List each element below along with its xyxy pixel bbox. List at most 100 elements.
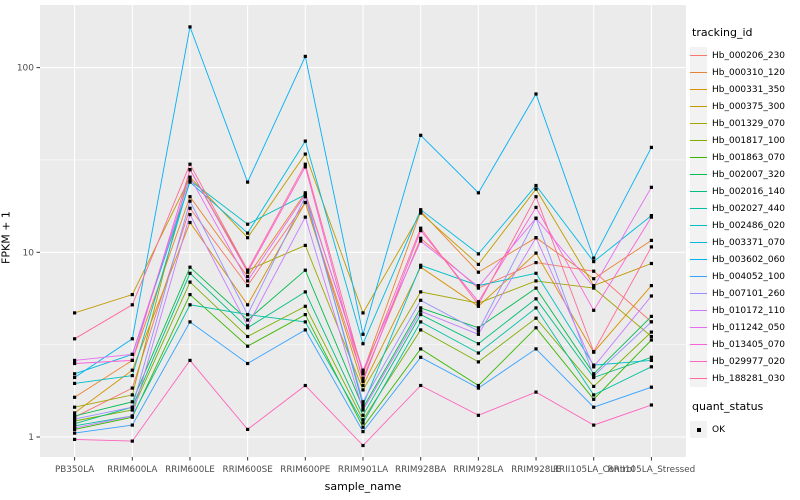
legend-item-Hb_002016_140: Hb_002016_140 (690, 183, 800, 200)
data-point (73, 417, 77, 421)
legend-key (690, 149, 707, 166)
data-point (303, 195, 307, 199)
data-point (649, 261, 653, 266)
legend-title: tracking_id (692, 26, 753, 39)
data-point (534, 279, 538, 283)
data-point (73, 424, 77, 428)
data-point (246, 427, 250, 431)
data-point (592, 308, 596, 312)
data-point (361, 400, 365, 404)
data-point (73, 395, 77, 399)
data-point (188, 195, 192, 199)
data-point (130, 386, 134, 390)
data-point (303, 165, 307, 169)
legend-item-label: Hb_003371_070 (712, 237, 786, 248)
data-point (246, 318, 250, 322)
data-point (649, 320, 653, 324)
legend-key (690, 47, 707, 64)
data-point (361, 443, 365, 448)
data-point (476, 342, 480, 346)
data-point (73, 431, 77, 435)
x-axis-title: sample_name (324, 480, 402, 493)
legend-item-Hb_000310_120: Hb_000310_120 (690, 64, 800, 81)
data-point (534, 92, 538, 96)
data-point (419, 236, 423, 240)
data-point (303, 290, 307, 294)
data-point (649, 185, 653, 189)
data-point (419, 229, 423, 233)
data-point (419, 263, 423, 267)
data-point (361, 403, 365, 407)
data-point (188, 358, 192, 362)
data-point (649, 294, 653, 298)
legend-item-Hb_002486_020: Hb_002486_020 (690, 217, 800, 234)
data-point (534, 326, 538, 330)
data-point (534, 205, 538, 209)
legend-item-Hb_188281_030: Hb_188281_030 (690, 370, 800, 387)
legend-item-label: Hb_013405_070 (712, 339, 786, 350)
data-point (303, 54, 307, 58)
data-point (534, 187, 538, 191)
data-point (303, 320, 307, 324)
data-point (592, 269, 596, 273)
data-point (419, 211, 423, 215)
data-point (303, 215, 307, 219)
data-point (534, 216, 538, 220)
legend-key-line-icon (690, 241, 707, 244)
data-point (303, 200, 307, 205)
data-point (361, 311, 365, 315)
legend-key-line-icon (690, 54, 707, 57)
data-point (188, 271, 192, 275)
data-point (188, 303, 192, 307)
legend-key (690, 302, 707, 319)
legend-key-line-icon (690, 71, 707, 74)
legend-item-Hb_029977_020: Hb_029977_020 (690, 353, 800, 370)
data-point (303, 191, 307, 195)
data-point (476, 262, 480, 266)
data-point (361, 430, 365, 434)
data-point (419, 208, 423, 212)
x-tick-label: RRII105LA_Stressed (608, 465, 696, 475)
data-point (419, 383, 423, 388)
data-point (130, 337, 134, 341)
data-point (73, 311, 77, 315)
data-point (361, 388, 365, 392)
y-tick-label: 10 (23, 248, 35, 258)
data-point (246, 268, 250, 272)
data-point (188, 180, 192, 184)
data-point (361, 379, 365, 383)
data-point (73, 358, 77, 362)
legend-item-Hb_010172_110: Hb_010172_110 (690, 302, 800, 319)
data-point (130, 352, 134, 356)
legend-key (690, 285, 707, 302)
legend-key (690, 217, 707, 234)
data-point (246, 222, 250, 226)
legend-key (690, 251, 707, 268)
data-point (649, 365, 653, 369)
data-point (419, 328, 423, 332)
x-tick-label: RRIM928LA (453, 465, 503, 475)
legend-key-line-icon (690, 292, 707, 295)
legend-item-label: Hb_001817_100 (712, 135, 786, 146)
data-point (419, 298, 423, 302)
data-point (476, 191, 480, 195)
data-point (592, 405, 596, 409)
data-point (188, 168, 192, 172)
data-point (476, 329, 480, 333)
legend-item-label: Hb_000331_350 (712, 84, 786, 95)
data-point (246, 279, 250, 283)
data-point (246, 303, 250, 307)
legend-key (690, 64, 707, 81)
legend-key-line-icon (690, 326, 707, 329)
data-point (303, 313, 307, 317)
legend2-title: quant_status (692, 400, 764, 413)
legend-item-Hb_004052_100: Hb_004052_100 (690, 268, 800, 285)
legend-key (690, 132, 707, 149)
data-point (649, 314, 653, 318)
data-point (419, 309, 423, 313)
data-point (649, 145, 653, 149)
data-point (476, 303, 480, 307)
data-point (303, 162, 307, 166)
